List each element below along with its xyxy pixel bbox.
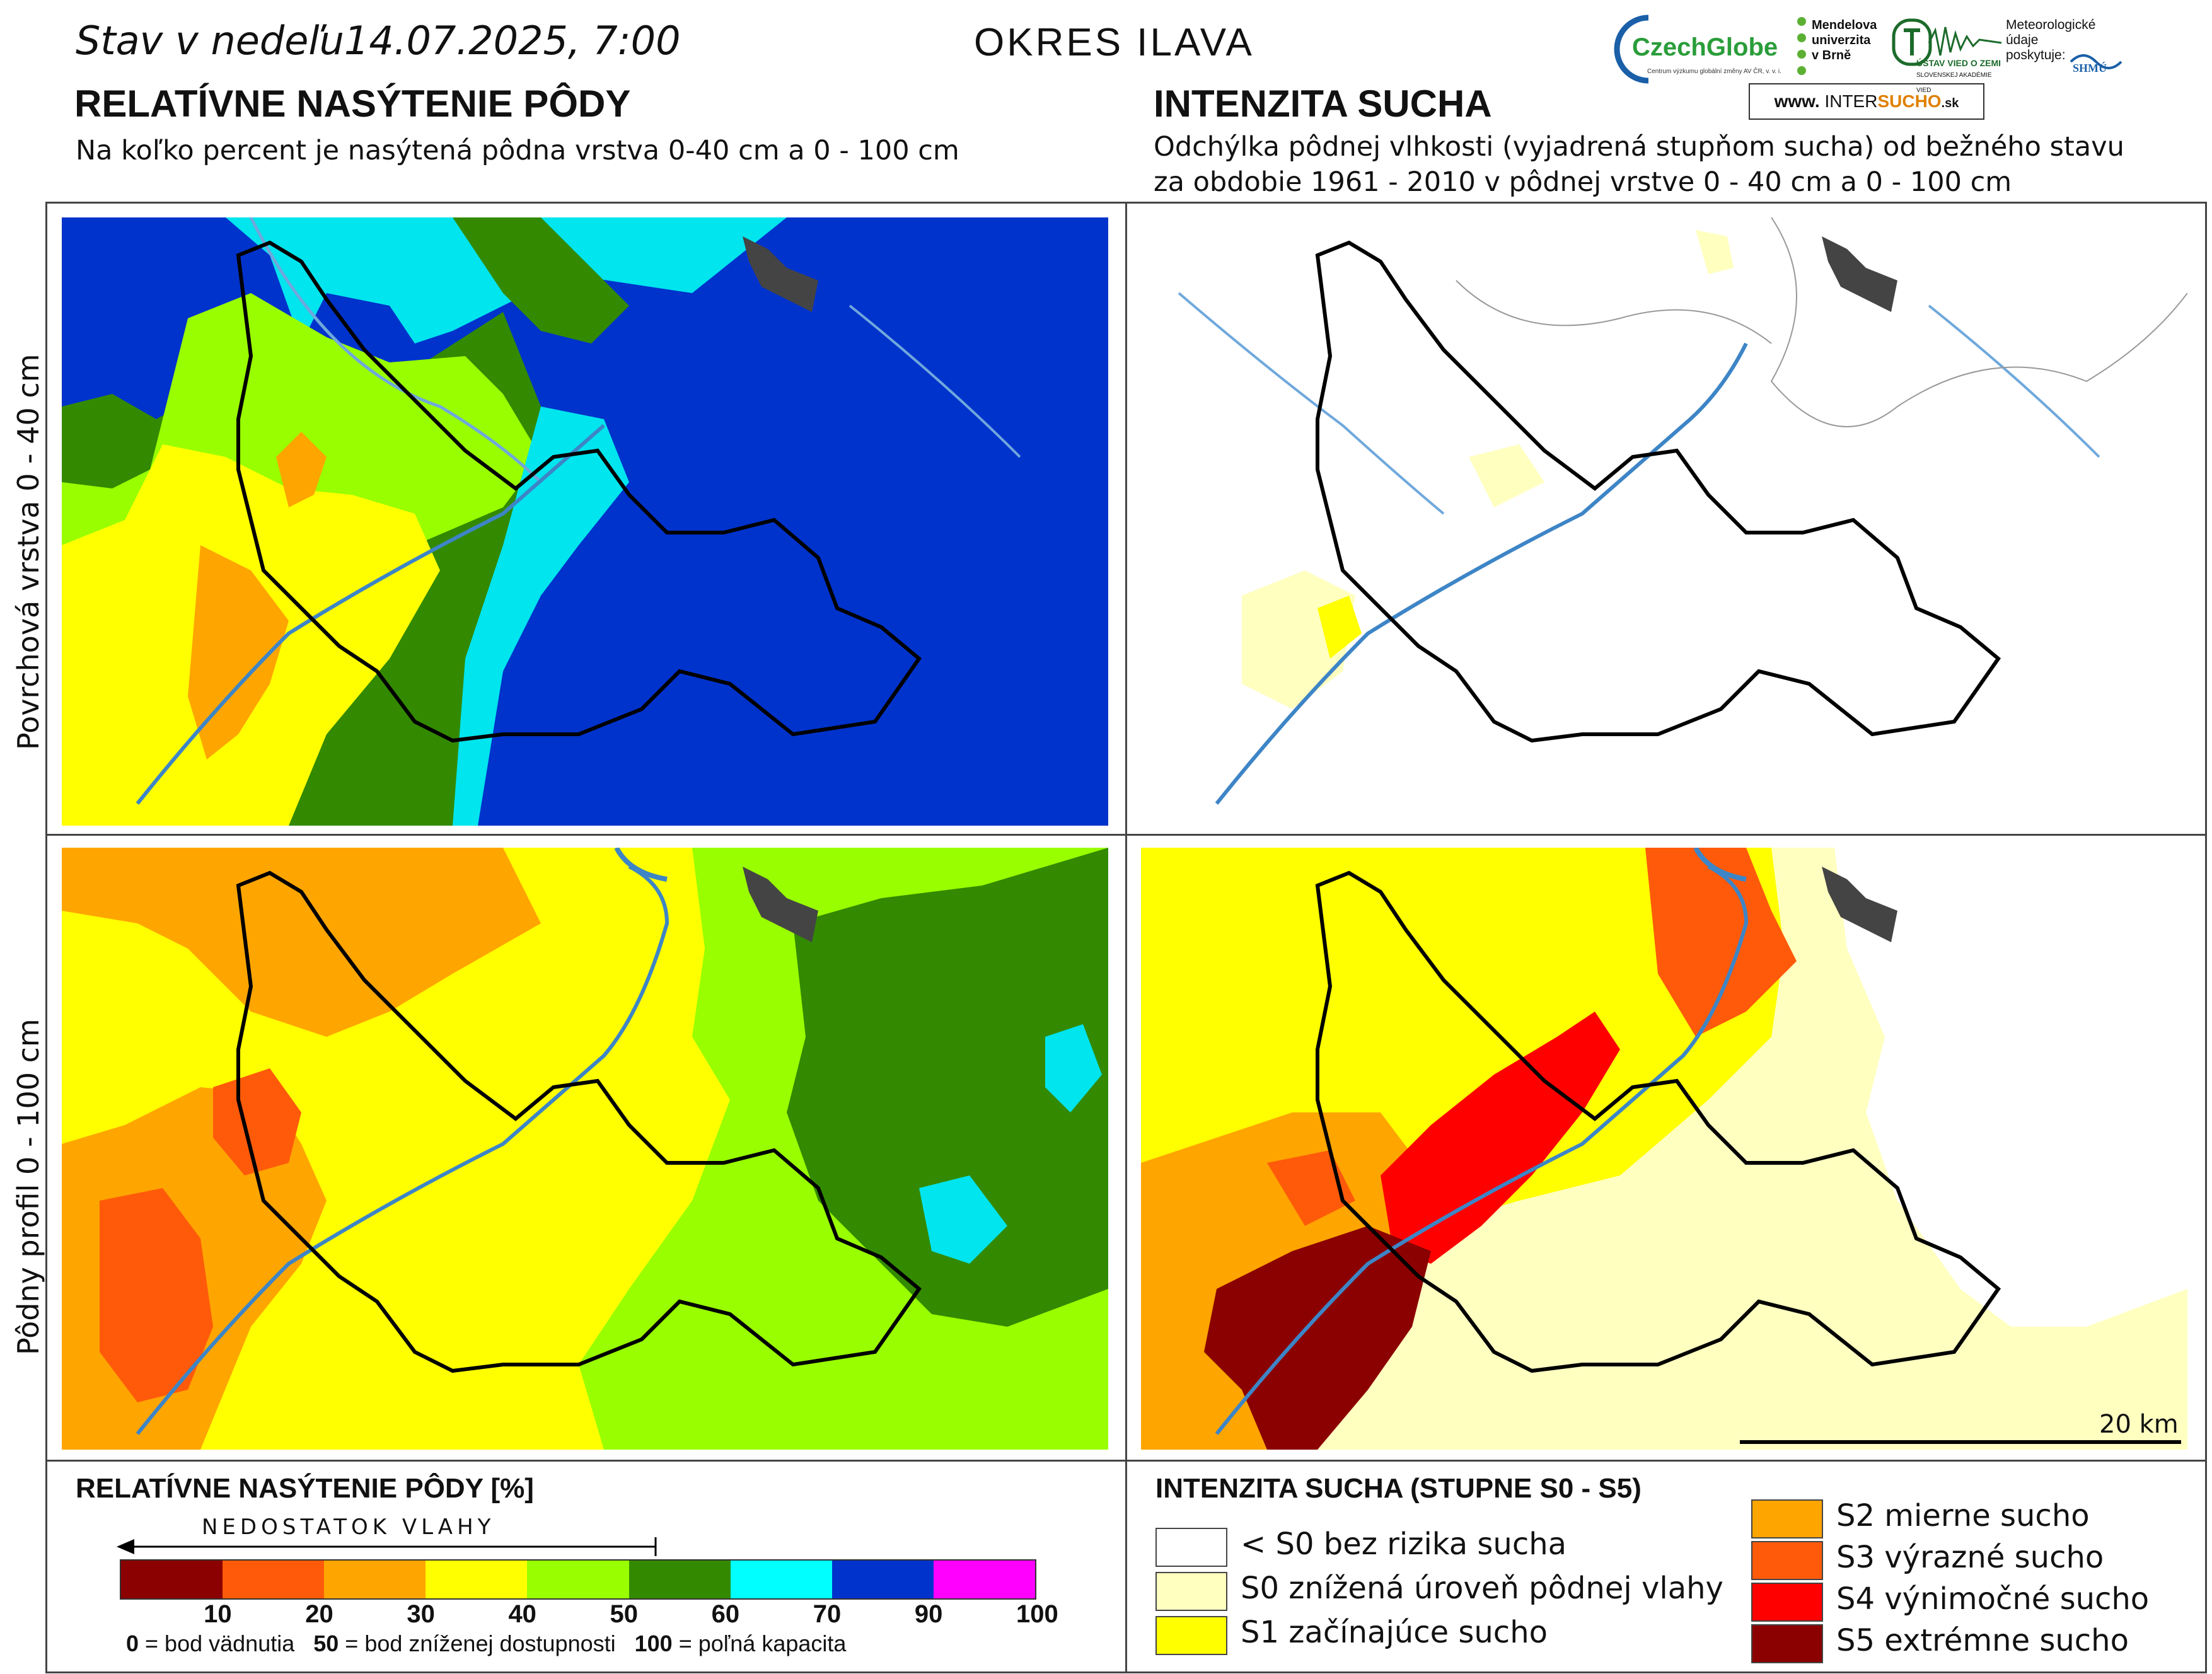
colorbar-segment: [831, 1561, 935, 1598]
shmu-text: SHMÚ: [2073, 61, 2107, 74]
drought-swatch: [1155, 1616, 1227, 1655]
drought-label: S2 mierne sucho: [1836, 1498, 2090, 1533]
drought-label: S0 znížená úroveň pôdnej vlahy: [1241, 1571, 1723, 1606]
colorbar-tick-label: 50: [610, 1600, 639, 1628]
shmu-logo: SHMÚ: [2068, 43, 2124, 74]
saturation-ticks: 10 20 30 40 50 60 70 90 100: [120, 1600, 1058, 1632]
colorbar-tick-label: 70: [813, 1600, 842, 1628]
left-title: RELATÍVNE NASÝTENIE PÔDY: [74, 83, 631, 125]
czechglobe-logo: CzechGlobe Centrum výzkumu globální změn…: [1611, 11, 1800, 84]
row-label-top: Povrchová vrstva 0 - 40 cm: [11, 354, 45, 750]
shortage-label: NEDOSTATOK VLAHY: [202, 1515, 495, 1540]
web-suffix: .sk: [1941, 96, 1959, 110]
drought-label: S4 výnimočné sucho: [1836, 1581, 2150, 1617]
saturation-legend: RELATÍVNE NASÝTENIE PÔDY [%] NEDOSTATOK …: [45, 1460, 1127, 1673]
colorbar-segment: [628, 1561, 732, 1598]
saturation-legend-title: RELATÍVNE NASÝTENIE PÔDY [%]: [76, 1473, 534, 1504]
map-saturation-profile: [62, 848, 1108, 1450]
right-subtitle-1: Odchýlka pôdnej vlhkosti (vyjadrená stup…: [1154, 131, 2124, 163]
colorbar-tick-label: 100: [1016, 1600, 1058, 1628]
colorbar-tick-label: 30: [407, 1600, 435, 1628]
mendel-text: Mendelova univerzita v Brně: [1812, 18, 1877, 62]
web-prefix: www.: [1774, 91, 1820, 111]
uvz-sub: SLOVENSKEJ AKADÉMIE VIED: [1916, 72, 1992, 94]
note-50-value: 50: [313, 1631, 339, 1656]
drought-swatch: [1751, 1583, 1823, 1622]
map-saturation-topsoil: [62, 217, 1108, 826]
colorbar-tick-label: 40: [508, 1600, 536, 1628]
colorbar-tick-label: 60: [711, 1600, 740, 1628]
drought-swatch: [1751, 1499, 1823, 1538]
right-subtitle-2: za obdobie 1961 - 2010 v pôdnej vrstve 0…: [1154, 166, 2012, 198]
drought-label: S5 extrémne sucho: [1836, 1623, 2129, 1658]
web-b: SUCHO: [1877, 91, 1942, 111]
saturation-colorbar: [120, 1559, 1036, 1600]
uvz-logo: ÚSTAV VIED O ZEMI SLOVENSKEJ AKADÉMIE VI…: [1891, 18, 2005, 94]
note-100-value: 100: [634, 1631, 673, 1656]
czechglobe-text: CzechGlobe: [1632, 33, 1778, 61]
note-0-value: 0: [126, 1631, 139, 1656]
right-title: INTENZITA SUCHA: [1154, 83, 1492, 125]
drought-swatch: [1155, 1528, 1227, 1567]
drought-legend: INTENZITA SUCHA (STUPNE S0 - S5) < S0 be…: [1125, 1460, 2207, 1673]
map-drought-topsoil: [1141, 217, 2187, 826]
note-100-text: = poľná kapacita: [672, 1631, 847, 1656]
drought-label: < S0 bez rizika sucha: [1241, 1527, 1567, 1562]
saturation-notes: 0 = bod vädnutia 50 = bod zníženej dostu…: [126, 1631, 846, 1657]
shortage-arrow: [117, 1537, 657, 1556]
czechglobe-sub: Centrum výzkumu globální změny AV ČR, v.…: [1647, 67, 1781, 75]
drought-label: S1 začínajúce sucho: [1241, 1615, 1548, 1650]
intersucho-link[interactable]: www. INTERSUCHO.sk: [1749, 83, 1984, 120]
colorbar-segment: [730, 1561, 833, 1598]
drought-legend-title: INTENZITA SUCHA (STUPNE S0 - S5): [1155, 1473, 1642, 1504]
uvz-text: ÚSTAV VIED O ZEMI: [1916, 58, 2001, 68]
district-title: OKRES ILAVA: [974, 21, 1254, 64]
colorbar-tick-label: 20: [305, 1600, 333, 1628]
drought-label: S3 výrazné sucho: [1836, 1540, 2104, 1575]
drought-swatch: [1751, 1624, 1823, 1663]
mendel-logo: Mendelova univerzita v Brně: [1795, 15, 1890, 84]
colorbar-segment: [223, 1561, 326, 1598]
web-a: INTER: [1824, 91, 1878, 111]
drought-swatch: [1751, 1541, 1823, 1580]
colorbar-tick-label: 90: [914, 1600, 943, 1628]
note-0-text: = bod vädnutia: [139, 1631, 295, 1656]
colorbar-tick-label: 10: [204, 1600, 232, 1628]
date-label: Stav v nedeľu14.07.2025, 7:00: [76, 18, 681, 64]
colorbar-segment: [121, 1561, 224, 1598]
colorbar-segment: [527, 1561, 630, 1598]
meteo-text: Meteorologické údaje poskytuje:: [2006, 18, 2096, 62]
drought-swatch: [1155, 1572, 1227, 1611]
map-drought-profile: 20 km: [1141, 848, 2187, 1450]
left-subtitle: Na koľko percent je nasýtená pôdna vrstv…: [76, 135, 959, 166]
row-label-bottom: Pôdny profil 0 - 100 cm: [11, 1019, 45, 1355]
colorbar-segment: [933, 1561, 1036, 1598]
colorbar-segment: [426, 1561, 529, 1598]
colorbar-segment: [324, 1561, 427, 1598]
scale-bar-label: 20 km: [2099, 1410, 2179, 1439]
note-50-text: = bod zníženej dostupnosti: [339, 1631, 616, 1656]
